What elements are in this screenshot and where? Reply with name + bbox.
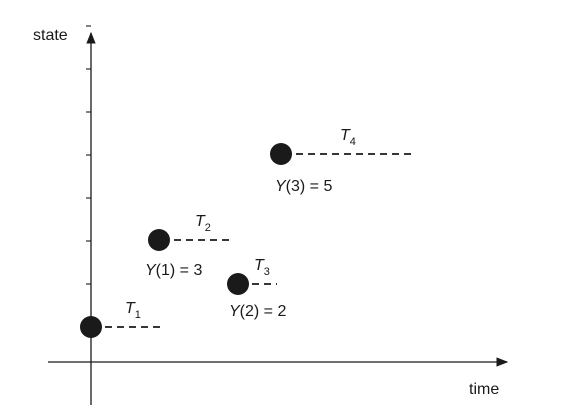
holding-time-label-4: T4 [340,127,356,148]
holding-time-subscript: 2 [205,222,211,234]
state-point-2 [227,273,249,295]
y-axis-ticks [86,25,91,285]
jump-value-text: (3) = 5 [286,178,333,195]
holding-time-symbol: T [195,213,206,230]
x-axis-label: time [469,381,499,398]
holding-time-subscript: 4 [350,136,356,148]
holding-time-subscript: 3 [264,266,270,278]
state-point-3 [270,143,292,165]
holding-time-symbol: T [254,257,265,274]
holding-time-label-1: T1 [125,300,141,321]
holding-time-symbol: T [340,127,351,144]
jump-value-symbol: Y [229,303,241,320]
jump-value-text: (2) = 2 [240,303,287,320]
holding-time-symbol: T [125,300,136,317]
holding-time-label-2: T2 [195,213,211,234]
y-axis-label: state [33,27,68,44]
jump-value-text: (1) = 3 [156,262,203,279]
jump-value-symbol: Y [145,262,157,279]
state-point-1 [148,229,170,251]
jump-value-label-2: Y(2) = 2 [229,303,286,320]
holding-time-label-3: T3 [254,257,270,278]
holding-time-subscript: 1 [135,309,141,321]
jump-value-symbol: Y [275,178,287,195]
state-point-0 [80,316,102,338]
jump-value-label-3: Y(3) = 5 [275,178,332,195]
jump-value-label-1: Y(1) = 3 [145,262,202,279]
